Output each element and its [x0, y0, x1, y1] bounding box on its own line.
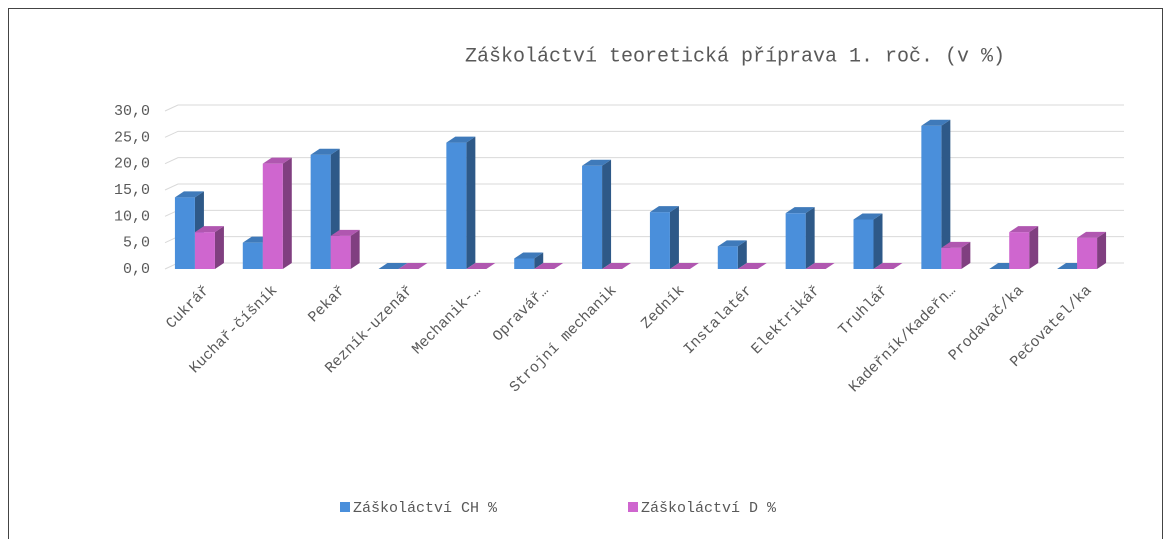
- bar-top: [873, 263, 903, 269]
- bar: [805, 263, 835, 269]
- bar-front: [446, 142, 467, 269]
- bar: [1009, 226, 1039, 269]
- bar-top: [466, 263, 496, 269]
- bar-side: [1097, 231, 1107, 269]
- bar-side: [669, 206, 679, 269]
- bar: [446, 136, 476, 269]
- legend-swatch: [340, 502, 350, 512]
- chart-frame: [8, 8, 1163, 539]
- legend-swatch: [628, 502, 638, 512]
- bar-side: [737, 240, 747, 269]
- bar: [873, 263, 903, 269]
- bar: [737, 263, 767, 269]
- bar: [941, 241, 971, 269]
- bar-front: [582, 165, 603, 269]
- bar: [582, 159, 612, 269]
- bar-side: [805, 207, 815, 269]
- y-tick-label: 10,0: [114, 208, 150, 225]
- bar-side: [282, 157, 292, 269]
- bar-top: [921, 119, 951, 126]
- bar-front: [242, 242, 263, 269]
- bar-top: [174, 191, 204, 198]
- bar-top: [378, 263, 408, 269]
- bar-front: [194, 232, 215, 269]
- bar-top: [446, 136, 476, 143]
- bar-front: [330, 235, 351, 269]
- bar-side: [534, 252, 544, 269]
- bar: [534, 263, 564, 269]
- bar-side: [466, 136, 476, 269]
- bar-top: [514, 252, 544, 259]
- grid-line: [164, 157, 1124, 165]
- bar-front: [310, 154, 331, 269]
- bar-top: [853, 213, 883, 220]
- bar-side: [961, 241, 971, 269]
- bar-front: [174, 197, 195, 269]
- bar-side: [873, 213, 883, 269]
- bar-front: [1077, 237, 1098, 269]
- bar: [330, 229, 360, 269]
- bar-side: [350, 229, 360, 269]
- bar-top: [262, 157, 292, 164]
- bar-front: [921, 125, 942, 269]
- bar: [853, 213, 883, 269]
- bar: [194, 226, 224, 269]
- bar-top: [398, 263, 428, 269]
- grid-line: [164, 130, 1124, 138]
- y-tick-label: 20,0: [114, 156, 150, 173]
- bar: [785, 207, 815, 269]
- bar-front: [1009, 232, 1030, 269]
- bar-top: [330, 229, 360, 236]
- bar: [602, 263, 632, 269]
- bar-front: [262, 163, 283, 269]
- bar-front: [941, 247, 962, 269]
- bar-front: [649, 212, 670, 269]
- legend-label: Záškoláctví D %: [641, 500, 777, 517]
- bar: [398, 263, 428, 269]
- legend-label: Záškoláctví CH %: [353, 500, 498, 517]
- bar-top: [669, 263, 699, 269]
- bar: [514, 252, 544, 269]
- bar: [921, 119, 951, 269]
- bar-top: [785, 207, 815, 214]
- bar-top: [602, 263, 632, 269]
- bar-top: [534, 263, 564, 269]
- bar-top: [941, 241, 971, 248]
- bar: [262, 157, 292, 269]
- bar: [717, 240, 747, 269]
- bar-top: [194, 226, 224, 233]
- bar-top: [582, 159, 612, 166]
- y-tick-label: 30,0: [114, 103, 150, 120]
- bar-top: [805, 263, 835, 269]
- bar-top: [310, 148, 340, 155]
- bar-front: [717, 246, 738, 269]
- bar-side: [1029, 226, 1039, 269]
- bar-front: [785, 213, 806, 269]
- bar-front: [514, 258, 535, 269]
- chart-title: Záškoláctví teoretická příprava 1. roč. …: [465, 45, 1005, 68]
- bar: [466, 263, 496, 269]
- bar-top: [737, 263, 767, 269]
- grid-line: [164, 183, 1124, 191]
- bar-side: [214, 226, 224, 269]
- bar-top: [717, 240, 747, 247]
- y-tick-label: 5,0: [123, 235, 150, 252]
- bar-side: [941, 119, 951, 269]
- bar-side: [602, 159, 612, 269]
- bar-front: [853, 219, 874, 269]
- y-tick-label: 25,0: [114, 129, 150, 146]
- bar-top: [1009, 226, 1039, 233]
- y-tick-label: 15,0: [114, 182, 150, 199]
- bar-top: [649, 206, 679, 213]
- bar: [378, 263, 408, 269]
- bar: [669, 263, 699, 269]
- bar: [1077, 231, 1107, 269]
- bar: [649, 206, 679, 269]
- y-tick-label: 0,0: [123, 261, 150, 278]
- grid-line: [164, 104, 1124, 112]
- bar-top: [1077, 231, 1107, 238]
